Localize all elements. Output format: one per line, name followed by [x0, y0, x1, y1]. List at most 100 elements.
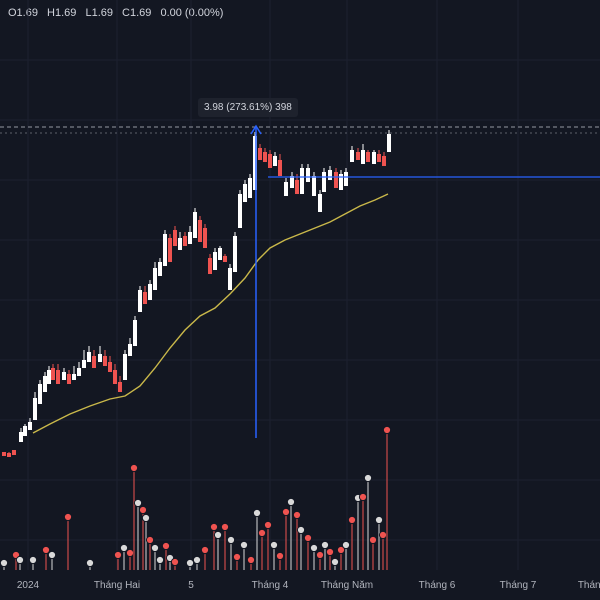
volume-marker — [316, 551, 323, 558]
candle-body — [2, 452, 6, 456]
candle-body — [23, 426, 27, 436]
volume-marker — [193, 556, 200, 563]
volume-marker — [348, 516, 355, 523]
candle-body — [62, 372, 66, 380]
measure-tooltip: 3.98 (273.61%) 398 — [198, 98, 298, 117]
candle-body — [38, 384, 42, 404]
candle-body — [290, 176, 294, 188]
candle-body — [188, 232, 192, 244]
chart-grid — [0, 0, 600, 570]
candle-body — [198, 220, 202, 242]
volume-marker — [282, 508, 289, 515]
volume-marker — [331, 558, 338, 565]
volume-marker — [48, 551, 55, 558]
candle-body — [98, 354, 102, 362]
volume-marker — [130, 464, 137, 471]
candle-body — [108, 362, 112, 372]
candle-body — [128, 344, 132, 356]
volume-marker — [379, 531, 386, 538]
volume-marker — [264, 521, 271, 528]
candle-body — [203, 228, 207, 248]
candle-body — [382, 156, 386, 166]
candle-body — [87, 352, 91, 362]
volume-marker — [214, 531, 221, 538]
volume-marker — [240, 541, 247, 548]
volume-marker — [359, 493, 366, 500]
candle-body — [133, 320, 137, 346]
candle-body — [148, 284, 152, 300]
candle-body — [72, 374, 76, 380]
candle-body — [163, 234, 167, 266]
candle-body — [153, 268, 157, 290]
candle-body — [92, 356, 96, 368]
volume-marker — [364, 474, 371, 481]
volume-marker — [321, 541, 328, 548]
candle-body — [278, 160, 282, 176]
candle-body — [12, 450, 16, 455]
candle-body — [19, 432, 23, 442]
x-axis-label-thang-4: Tháng 4 — [252, 580, 289, 591]
candle-body — [33, 398, 37, 420]
x-axis-label-thang-8: Tháng — [578, 580, 600, 591]
candle-body — [334, 172, 338, 188]
candle-body — [273, 156, 277, 166]
volume-marker — [114, 551, 121, 558]
candle-body — [248, 178, 252, 198]
volume-marker — [221, 523, 228, 530]
candle-body — [350, 150, 354, 162]
candle-body — [213, 252, 217, 270]
volume-marker — [0, 559, 7, 566]
candle-body — [372, 152, 376, 164]
candle-body — [238, 194, 242, 228]
volume-marker — [210, 523, 217, 530]
candle-body — [43, 376, 47, 392]
candle-body — [183, 236, 187, 246]
candle-body — [377, 154, 381, 162]
candle-body — [361, 150, 365, 164]
volume-marker — [16, 556, 23, 563]
candle-body — [77, 368, 81, 376]
candle-body — [67, 374, 71, 384]
candle-body — [295, 180, 299, 194]
volume-marker — [227, 536, 234, 543]
candle-body — [233, 236, 237, 272]
candle-body — [318, 194, 322, 212]
candle-body — [387, 134, 391, 152]
x-axis-label-thang-7: Tháng 7 — [500, 580, 537, 591]
candle-body — [118, 382, 122, 392]
x-axis-label-5: 5 — [188, 580, 194, 591]
volume-marker — [253, 509, 260, 516]
candle-body — [193, 212, 197, 238]
candle-body — [103, 356, 107, 366]
candle-body — [158, 262, 162, 276]
volume-marker — [276, 552, 283, 559]
candle-body — [263, 152, 267, 162]
volume-markers — [0, 426, 390, 570]
candle-body — [306, 168, 310, 182]
volume-marker — [247, 556, 254, 563]
volume-marker — [375, 516, 382, 523]
volume-marker — [369, 536, 376, 543]
x-axis-label-thang-6: Tháng 6 — [419, 580, 456, 591]
volume-marker — [342, 541, 349, 548]
volume-marker — [171, 558, 178, 565]
volume-marker — [304, 534, 311, 541]
candle-body — [82, 360, 86, 368]
candle-series — [2, 130, 391, 457]
volume-marker — [126, 549, 133, 556]
candle-body — [268, 154, 272, 168]
x-axis-label-thang-hai: Tháng Hai — [94, 580, 140, 591]
volume-marker — [201, 546, 208, 553]
candle-body — [47, 370, 51, 384]
candle-body — [56, 370, 60, 384]
candle-body — [208, 258, 212, 274]
volume-marker — [383, 426, 390, 433]
volume-marker — [142, 514, 149, 521]
volume-marker — [156, 556, 163, 563]
candle-body — [178, 238, 182, 250]
candle-body — [344, 172, 348, 186]
candle-body — [123, 354, 127, 380]
volume-marker — [310, 544, 317, 551]
volume-marker — [146, 536, 153, 543]
